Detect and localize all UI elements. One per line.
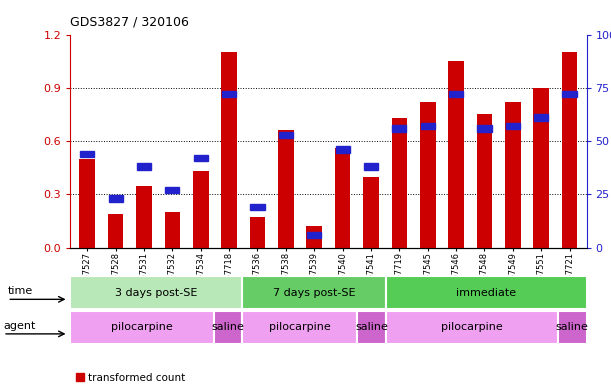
Bar	[364, 164, 378, 170]
Bar	[357, 311, 386, 344]
Bar	[386, 276, 587, 309]
Text: pilocarpine: pilocarpine	[441, 322, 503, 333]
Bar	[166, 187, 180, 193]
Bar	[243, 276, 386, 309]
Bar	[136, 185, 152, 248]
Bar	[558, 311, 587, 344]
Bar	[563, 91, 577, 98]
Bar	[448, 61, 464, 248]
Bar	[79, 159, 95, 248]
Text: GDS3827 / 320106: GDS3827 / 320106	[70, 16, 189, 29]
Bar	[534, 114, 548, 121]
Bar	[449, 91, 463, 98]
Bar	[250, 217, 265, 248]
Bar	[477, 114, 492, 248]
Text: saline: saline	[556, 322, 588, 333]
Bar	[70, 276, 243, 309]
Bar	[533, 88, 549, 248]
Bar	[505, 102, 521, 248]
Bar	[392, 125, 406, 132]
Bar	[335, 146, 349, 153]
Text: 3 days post-SE: 3 days post-SE	[115, 288, 197, 298]
Bar	[386, 311, 558, 344]
Bar	[221, 52, 237, 248]
Bar	[80, 151, 94, 157]
Bar	[109, 195, 123, 202]
Text: pilocarpine: pilocarpine	[111, 322, 173, 333]
Bar	[137, 164, 151, 170]
Bar	[392, 118, 407, 248]
Bar	[420, 102, 436, 248]
Bar	[194, 155, 208, 161]
Bar	[164, 212, 180, 248]
Bar	[243, 311, 357, 344]
Bar	[506, 123, 520, 129]
Bar	[278, 131, 294, 248]
Text: immediate: immediate	[456, 288, 516, 298]
Text: 7 days post-SE: 7 days post-SE	[273, 288, 356, 298]
Bar	[307, 227, 322, 248]
Bar	[193, 171, 208, 248]
Bar	[70, 311, 214, 344]
Text: saline: saline	[211, 322, 244, 333]
Text: pilocarpine: pilocarpine	[269, 322, 331, 333]
Bar	[214, 311, 243, 344]
Text: agent: agent	[3, 321, 35, 331]
Bar	[222, 91, 236, 98]
Legend: transformed count, percentile rank within the sample: transformed count, percentile rank withi…	[76, 373, 264, 384]
Text: time: time	[7, 286, 32, 296]
Bar	[562, 52, 577, 248]
Bar	[363, 177, 379, 248]
Bar	[251, 204, 265, 210]
Bar	[477, 125, 491, 132]
Bar	[335, 148, 350, 248]
Text: saline: saline	[355, 322, 388, 333]
Bar	[420, 123, 435, 129]
Bar	[108, 214, 123, 248]
Bar	[279, 132, 293, 138]
Bar	[307, 232, 321, 238]
